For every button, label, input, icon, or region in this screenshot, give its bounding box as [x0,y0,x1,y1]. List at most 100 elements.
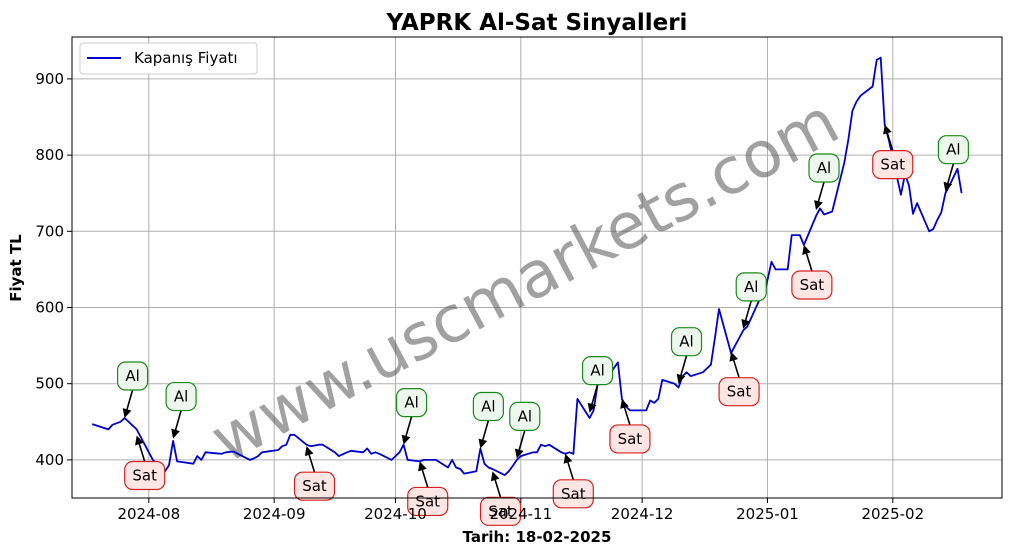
signal-label-box [472,391,504,422]
signal-label-box [165,381,197,412]
price-line [91,56,963,476]
signal-label: Al [518,407,532,425]
buy-signal: Al [472,391,504,449]
signal-arrow-head [943,181,953,192]
signal-label-box [552,479,594,509]
signal-label-box [124,460,166,491]
signal-arrow-head [802,245,811,255]
y-tick-label: 600 [35,299,64,317]
signal-label: Sat [800,276,825,294]
buy-signal: Al [735,272,767,329]
signal-label-box [293,471,336,501]
legend-box [79,42,258,75]
signal-label-box [718,377,760,407]
buy-signal: Al [116,361,149,418]
signal-arrow-head [304,446,314,457]
grid [72,37,1002,498]
signal-label-box [581,356,614,386]
buy-signal: Al [165,381,197,439]
x-axis-label: Tarih: 18-02-2025 [463,528,612,546]
signal-arrow-head [563,453,573,464]
sell-signal: Sat [407,461,449,517]
signal-label: Al [946,141,960,159]
y-tick-label: 500 [35,375,64,393]
buy-signal: Al [509,401,541,459]
chart-title: YAPRK Al-Sat Sinyalleri [386,10,688,36]
buy-signal: Al [395,388,428,445]
signal-arrow-head [587,402,597,413]
signal-label: Sat [618,430,643,448]
sell-signal: Sat [479,471,522,526]
signal-label: Al [404,394,418,412]
signal-label: Sat [415,492,440,510]
x-tick-label: 2024-12 [611,505,674,523]
y-tick-label: 800 [35,146,64,164]
signal-label: Al [817,159,831,177]
signal-arrow-head [490,471,500,482]
x-tick-label: 2024-11 [489,505,552,523]
x-axis-ticks: 2024-08 2024-09 2024-10 2024-11 2024-12 2025-… [117,498,924,523]
signal-label: Al [744,278,758,296]
signal-label: Sat [727,383,752,401]
signal-label-box [808,153,840,183]
signal-label: Sat [561,485,586,503]
legend: Kapanış Fiyatı [79,42,258,75]
signal-arrow-head [478,438,488,449]
signal-arrow-head [676,373,686,384]
signal-arrow-head [401,434,411,445]
signal-arrow-head [741,318,751,329]
signal-arrow-head [135,435,144,446]
signal-label-box [116,361,149,391]
buy-signal: Al [670,327,703,384]
signal-arrow-head [620,398,629,409]
buy-signal: Al [808,153,840,210]
y-axis-ticks: 400 500 600 700 800 900 [35,70,72,469]
signal-label-box [479,496,522,526]
signal-label: Sat [488,502,513,520]
signal-arrow-head [418,461,427,472]
signal-label: Al [481,397,495,415]
y-tick-label: 700 [35,222,64,240]
sell-signal: Sat [718,351,760,407]
signal-label: Al [174,388,188,406]
y-tick-label: 400 [35,451,64,469]
signal-label: Al [679,333,693,351]
x-tick-label: 2025-02 [861,505,924,523]
signal-arrow-head [883,124,892,135]
signal-label: Sat [132,467,157,485]
plot-frame [71,36,1003,499]
signal-arrow-head [171,428,180,439]
signal-arrow-head [122,408,132,418]
signal-label: Sat [302,477,327,495]
signal-label-box [791,270,833,300]
x-tick-label: 2025-01 [736,505,799,523]
signal-label-box [407,486,449,517]
sell-signal: Sat [124,435,166,491]
sell-signal: Sat [791,245,833,300]
series-layer [91,56,963,476]
signal-label: Sat [880,156,905,174]
y-axis-label: Fiyat TL [7,234,25,302]
sell-signal: Sat [552,453,594,509]
signal-arrow-head [814,200,823,210]
signal-arrow-head [729,351,739,362]
signal-label-box [609,424,651,454]
x-tick-label: 2024-09 [243,505,306,523]
signal-label-box [509,401,541,431]
signal-label-box [735,272,767,302]
x-tick-label: 2024-10 [364,505,427,523]
legend-label: Kapanış Fiyatı [134,49,238,67]
sell-signal: Sat [609,398,651,454]
signal-label-box [670,327,703,357]
signal-label-box [872,150,914,180]
annotation-layer: Al Sat Al Sat Al Sat Al Sat Al Sat Al Sat Al Sat Al Sat… [116,124,969,526]
buy-signal: Al [937,135,969,192]
sell-signal: Sat [872,124,914,180]
signal-label-box [937,135,969,165]
y-tick-label: 900 [35,70,64,88]
sell-signal: Sat [293,446,336,501]
signal-label: Al [125,367,139,385]
signal-label: Al [590,362,604,380]
